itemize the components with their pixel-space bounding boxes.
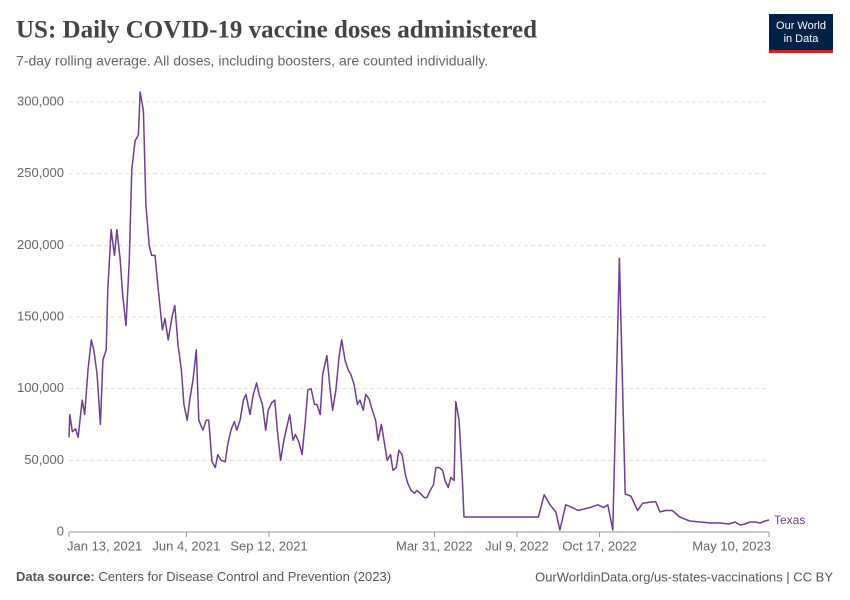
source-label: Data source: [16,569,95,584]
x-tick-label: Oct 17, 2022 [562,538,636,553]
x-tick-label: Sep 12, 2021 [230,538,307,553]
x-tick-label: Jun 4, 2021 [152,538,220,553]
series-label: Texas [774,513,805,527]
y-tick-label: 250,000 [17,165,64,180]
logo-text: in Data [784,33,820,45]
logo-text: Our World [776,20,826,32]
x-tick-label: Jul 9, 2022 [485,538,549,553]
footer-url[interactable]: OurWorldinData.org/us-states-vaccination… [535,569,833,584]
chart-subtitle: 7-day rolling average. All doses, includ… [16,53,488,69]
y-tick-label: 50,000 [24,452,64,467]
source-text: Centers for Disease Control and Preventi… [98,569,391,584]
footer-source: Data source: Centers for Disease Control… [16,569,391,584]
y-tick-label: 200,000 [17,237,64,252]
y-tick-label: 0 [57,523,64,538]
logo[interactable] [769,14,833,50]
line [68,91,770,531]
logo-bar [769,50,833,53]
chart-title: US: Daily COVID-19 vaccine doses adminis… [16,17,537,44]
y-tick-label: 150,000 [17,308,64,323]
x-tick-label: May 10, 2023 [692,538,771,553]
x-tick-label: Mar 31, 2022 [396,538,473,553]
x-tick-label: Jan 13, 2021 [67,538,142,553]
y-tick-label: 100,000 [17,380,64,395]
y-tick-label: 300,000 [17,93,64,108]
